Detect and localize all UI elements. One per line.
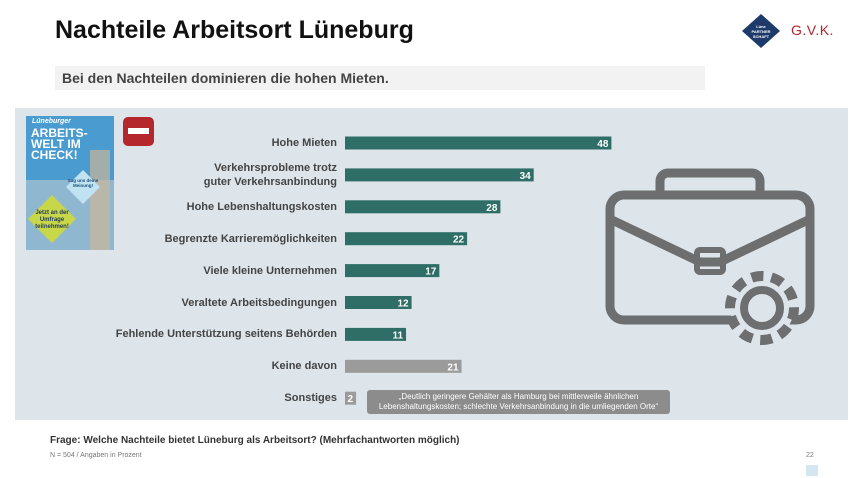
value-label: 2	[348, 394, 354, 405]
page-number: 22	[806, 452, 814, 459]
category-label: Keine davon	[271, 360, 337, 373]
bar	[345, 200, 501, 214]
bar	[345, 136, 612, 150]
bar	[345, 391, 357, 405]
value-label: 11	[392, 330, 403, 341]
value-label: 48	[597, 139, 609, 150]
subtitle: Bei den Nachteilen dominieren die hohen …	[62, 70, 389, 86]
question: Frage: Welche Nachteile bietet Lüneburg …	[50, 435, 460, 446]
briefcase-icon	[605, 168, 815, 345]
value-label: 22	[453, 235, 465, 246]
bar	[345, 264, 440, 278]
poster-bubble: Sag uns deine Meinung!	[67, 178, 99, 188]
category-label: Begrenzte Karrieremöglichkeiten	[164, 232, 337, 245]
slide-title: Nachteile Arbeitsort Lüneburg	[55, 16, 414, 44]
poster	[26, 116, 114, 250]
bar	[345, 296, 412, 309]
bar	[345, 327, 407, 341]
bar	[345, 232, 468, 246]
minus-icon	[123, 117, 154, 146]
category-label: Veraltete Arbeitsbedingungen	[181, 296, 337, 309]
category-label: Hohe Lebenshaltungskosten	[186, 200, 337, 213]
category-label: Hohe Mieten	[271, 137, 337, 149]
category-label: Fehlende Unterstützung seitens Behörden	[115, 328, 337, 341]
category-label: Verkehrsprobleme trotz guter Verkehrsanb…	[203, 161, 337, 188]
value-label: 17	[425, 267, 437, 278]
poster-cta: Jetzt an der Umfrage teilnehmen!	[35, 210, 69, 230]
category-label: Sonstiges	[284, 392, 337, 405]
corner-square	[806, 465, 818, 476]
logo-badge-shape	[742, 14, 780, 48]
category-label: Viele kleine Unternehmen	[203, 264, 337, 277]
value-label: 28	[486, 203, 498, 214]
value-label: 21	[447, 362, 459, 373]
logo-badge: Lüne PARTNER SCHAFT	[751, 24, 771, 39]
value-label: 34	[520, 171, 532, 182]
subtitle-box	[55, 66, 705, 90]
value-label: 12	[397, 299, 409, 310]
bar	[345, 168, 534, 182]
poster-headline: ARBEITS- WELT IM CHECK!	[31, 126, 88, 162]
bar	[345, 359, 462, 373]
logo-brand: G.V.K.	[791, 22, 834, 38]
sample-note: N = 504 / Angaben in Prozent	[50, 452, 142, 459]
poster-brand: Lüneburger	[32, 118, 71, 125]
annotation: „Deutlich geringere Gehälter als Hamburg…	[367, 390, 670, 414]
